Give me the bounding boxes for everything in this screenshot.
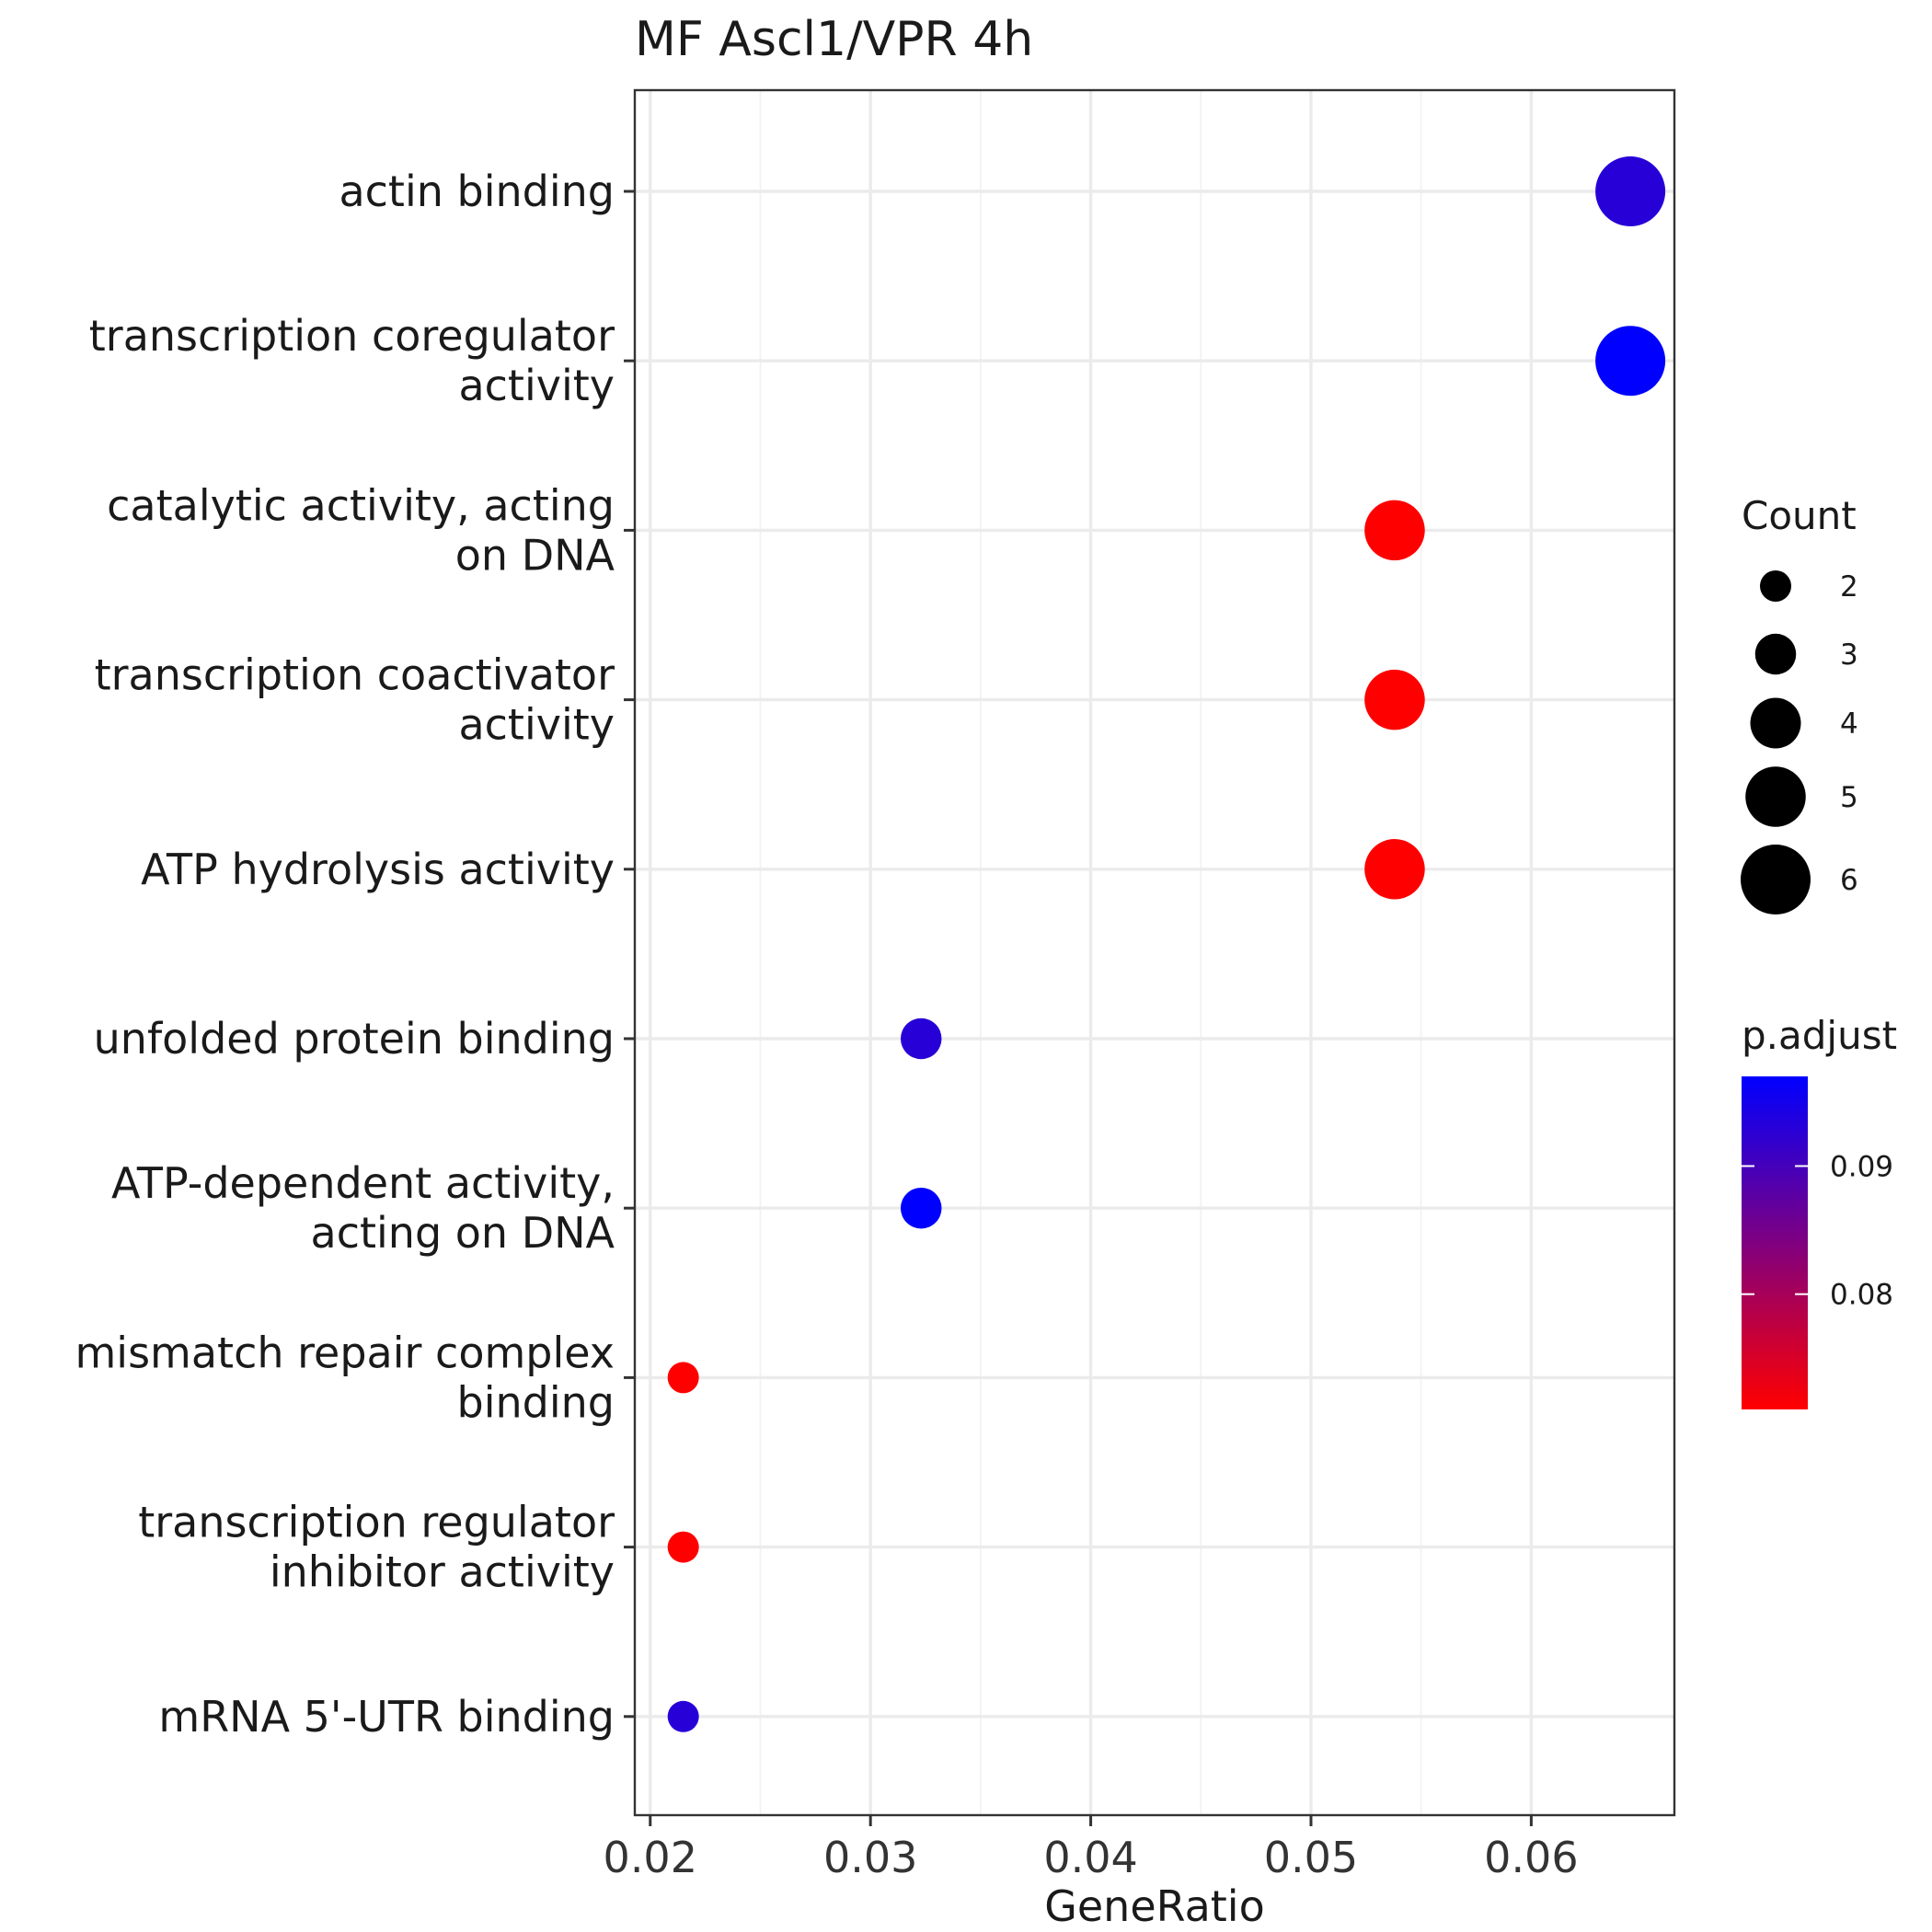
y-tick-label: mRNA 5'-UTR binding bbox=[158, 1692, 615, 1742]
y-tick-label: ATP-dependent activity, acting on DNA bbox=[111, 1158, 615, 1258]
data-point bbox=[900, 1187, 942, 1229]
count-legend: Count 2 3 4 5 6 bbox=[1741, 493, 1858, 914]
data-point bbox=[1364, 500, 1425, 561]
chart-title: MF Ascl1/VPR 4h bbox=[635, 12, 1033, 67]
padjust-legend: p.adjust 0.08 0.09 bbox=[1742, 1013, 1897, 1409]
x-axis: 0.02 0.03 0.04 0.05 0.06 bbox=[604, 1815, 1579, 1882]
data-points bbox=[667, 156, 1666, 1732]
count-legend-dot bbox=[1745, 766, 1806, 827]
count-legend-dot bbox=[1760, 570, 1791, 602]
major-gridlines bbox=[635, 90, 1674, 1815]
data-point bbox=[1364, 839, 1425, 900]
y-tick-label: transcription regulator inhibitor activit… bbox=[138, 1498, 615, 1597]
count-legend-dot bbox=[1741, 845, 1811, 914]
x-tick-label: 0.02 bbox=[604, 1833, 697, 1882]
data-point bbox=[667, 1362, 699, 1394]
padjust-legend-title: p.adjust bbox=[1742, 1013, 1897, 1058]
count-legend-label: 5 bbox=[1840, 781, 1858, 814]
x-tick-label: 0.05 bbox=[1264, 1833, 1358, 1882]
count-legend-label: 6 bbox=[1840, 864, 1858, 897]
count-legend-dot bbox=[1750, 697, 1801, 749]
count-legend-label: 2 bbox=[1840, 570, 1858, 604]
x-tick-label: 0.06 bbox=[1484, 1833, 1578, 1882]
count-legend-label: 3 bbox=[1840, 638, 1858, 672]
count-legend-dot bbox=[1754, 633, 1797, 675]
count-legend-label: 4 bbox=[1840, 707, 1858, 741]
data-point bbox=[1364, 669, 1425, 730]
y-tick-label: catalytic activity, acting on DNA bbox=[107, 480, 615, 580]
minor-gridlines bbox=[759, 90, 1422, 1815]
x-tick-label: 0.04 bbox=[1043, 1833, 1137, 1882]
plot-panel bbox=[635, 90, 1674, 1815]
data-point bbox=[1595, 326, 1666, 397]
y-tick-label: transcription coregulator activity bbox=[89, 311, 615, 410]
data-point bbox=[667, 1700, 699, 1732]
x-tick-label: 0.03 bbox=[823, 1833, 917, 1882]
data-point bbox=[900, 1018, 942, 1060]
x-axis-title: GeneRatio bbox=[1044, 1881, 1265, 1931]
data-point bbox=[667, 1531, 699, 1563]
colorbar-label: 0.09 bbox=[1830, 1150, 1893, 1183]
data-point bbox=[1595, 156, 1666, 226]
y-tick-label: actin binding bbox=[339, 167, 615, 216]
count-legend-title: Count bbox=[1742, 493, 1857, 538]
y-tick-label: transcription coactivator activity bbox=[95, 650, 615, 750]
padjust-colorbar bbox=[1742, 1076, 1808, 1409]
y-tick-label: mismatch repair complex binding bbox=[75, 1328, 615, 1427]
colorbar-label: 0.08 bbox=[1830, 1279, 1893, 1312]
plot-border bbox=[633, 88, 1676, 1817]
y-tick-label: unfolded protein binding bbox=[94, 1014, 615, 1064]
y-axis: actin binding transcription coregulator ac… bbox=[75, 167, 635, 1742]
y-tick-label: ATP hydrolysis activity bbox=[141, 845, 615, 894]
